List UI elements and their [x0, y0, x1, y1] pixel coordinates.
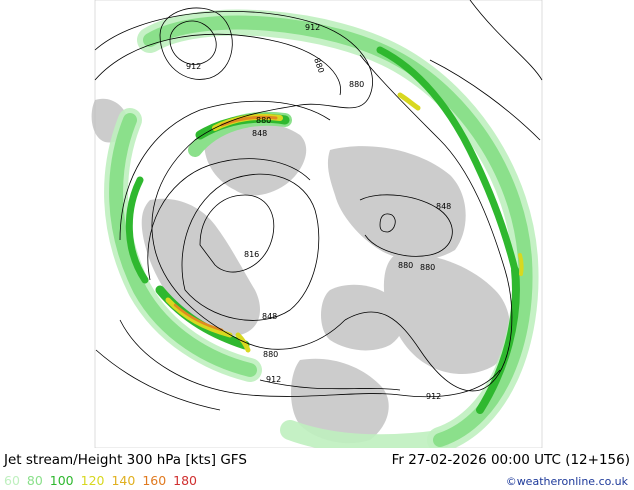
legend-item: 160 [142, 473, 167, 488]
speed-legend: 60 80 100 120 140 160 180 [4, 473, 200, 488]
height-contours [94, 0, 543, 411]
map-title: Jet stream/Height 300 hPa [kts] GFS [4, 452, 247, 468]
contour-label: 880 [263, 350, 278, 359]
legend-item: 100 [49, 473, 74, 488]
credit-link[interactable]: ©weatheronline.co.uk [505, 475, 628, 488]
map-datetime: Fr 27-02-2026 00:00 UTC (12+156) [391, 452, 630, 468]
contour-label: 880 [420, 263, 435, 272]
contour-label: 816 [244, 250, 259, 259]
legend-item: 140 [111, 473, 136, 488]
contour-label: 848 [262, 312, 277, 321]
contour-label: 912 [186, 62, 201, 71]
legend-item: 60 [4, 473, 20, 488]
jet-stream-bands [104, 9, 539, 448]
contour-label: 880 [398, 261, 413, 270]
legend-item: 80 [26, 473, 43, 488]
contour-label: 912 [305, 23, 320, 32]
legend-item: 120 [80, 473, 105, 488]
contour-label: 848 [436, 202, 451, 211]
jet-stream-map: 912 912 880 880 880 848 848 816 880 880 … [91, 0, 543, 448]
legend-item: 180 [173, 473, 198, 488]
contour-label: 912 [266, 375, 281, 384]
contour-label: 848 [252, 129, 267, 138]
contour-label: 880 [349, 80, 364, 89]
contour-label: 912 [426, 392, 441, 401]
contour-label: 880 [256, 116, 271, 125]
